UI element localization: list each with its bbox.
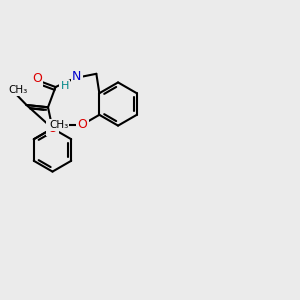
Text: CH₃: CH₃ xyxy=(49,119,68,130)
Text: CH₃: CH₃ xyxy=(9,85,28,95)
Text: O: O xyxy=(48,122,57,135)
Text: O: O xyxy=(78,118,87,131)
Text: N: N xyxy=(72,70,81,83)
Text: H: H xyxy=(61,81,69,92)
Text: O: O xyxy=(32,72,42,85)
